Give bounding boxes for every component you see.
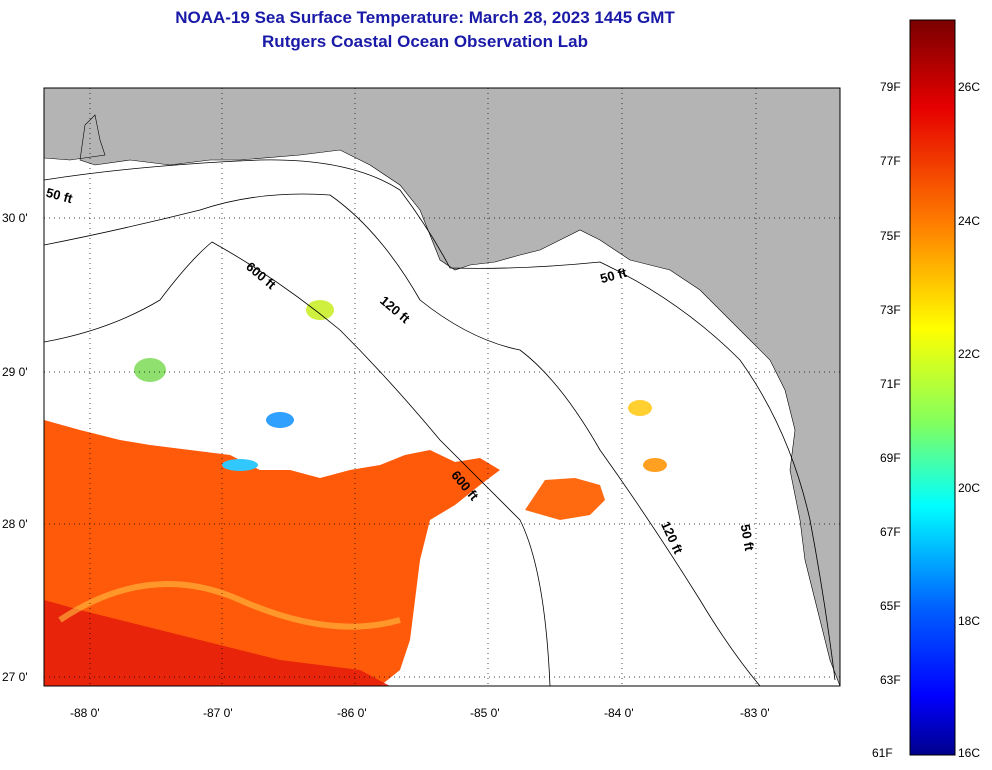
lat-label: 28 0' xyxy=(2,517,28,531)
contour-120ft xyxy=(44,193,761,686)
sst-patch-d xyxy=(628,400,652,416)
contour-600ft xyxy=(44,241,551,686)
lat-label: 29 0' xyxy=(2,365,28,379)
colorbar-f-label: 77F xyxy=(880,154,901,168)
map-title: NOAA-19 Sea Surface Temperature: March 2… xyxy=(175,8,675,27)
land-mass xyxy=(44,88,840,686)
sst-patch-b xyxy=(266,412,294,428)
colorbar-c-label: 24C xyxy=(958,214,981,228)
colorbar-f-label: 79F xyxy=(880,80,901,94)
sst-hot-region xyxy=(44,600,390,686)
lon-label: -87 0' xyxy=(203,706,233,720)
colorbar-f-label: 63F xyxy=(880,673,901,687)
sst-patch-east xyxy=(525,478,605,520)
sst-cool-streak xyxy=(58,581,401,630)
sst-patch-e xyxy=(643,458,667,472)
colorbar-c-label: 18C xyxy=(958,614,981,628)
lon-label: -83 0' xyxy=(740,706,770,720)
colorbar-c-label: 22C xyxy=(958,347,981,361)
lon-label: -84 0' xyxy=(604,706,634,720)
colorbar-f-label: 73F xyxy=(880,303,901,317)
map-frame xyxy=(43,87,841,687)
lon-label: -86 0' xyxy=(337,706,367,720)
colorbar-f-label: 67F xyxy=(880,525,901,539)
colorbar-f-label: 75F xyxy=(880,229,901,243)
colorbar xyxy=(909,19,956,756)
sst-warm-region xyxy=(44,420,500,686)
colorbar-f-label: 61F xyxy=(872,746,893,760)
colorbar-c-label: 26C xyxy=(958,80,981,94)
sst-patch-c xyxy=(306,300,334,320)
lon-label: -85 0' xyxy=(470,706,500,720)
colorbar-c-label: 16C xyxy=(958,746,981,760)
colorbar-f-label: 65F xyxy=(880,599,901,613)
sst-patch-a xyxy=(134,358,166,382)
colorbar-f-label: 69F xyxy=(880,451,901,465)
colorbar-c-label: 20C xyxy=(958,481,981,495)
colorbar-f-label: 71F xyxy=(880,377,901,391)
map-subtitle: Rutgers Coastal Ocean Observation Lab xyxy=(262,32,588,51)
lat-label: 27 0' xyxy=(2,670,28,684)
contour-50ft-north xyxy=(44,159,836,681)
lon-label: -88 0' xyxy=(70,706,100,720)
lat-label: 30 0' xyxy=(2,211,28,225)
sst-patch-f xyxy=(222,459,258,471)
